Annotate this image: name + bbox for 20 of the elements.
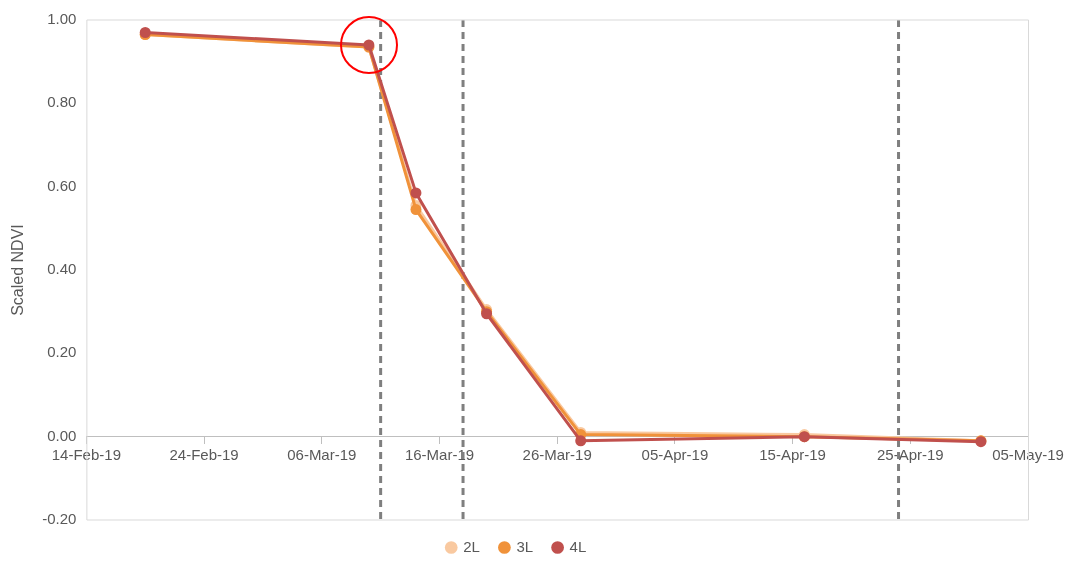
y-axis-title: Scaled NDVI xyxy=(9,224,27,316)
x-tick-label: 26-Mar-19 xyxy=(522,445,592,463)
x-tick-label: 06-Mar-19 xyxy=(287,445,357,463)
x-tick-label: 14-Feb-19 xyxy=(51,445,121,463)
legend-label: 3L xyxy=(516,537,534,555)
y-tick-label: 0.00 xyxy=(47,426,77,444)
y-tick-label: 0.40 xyxy=(47,260,77,278)
y-tick-label: -0.20 xyxy=(42,510,77,528)
legend-label: 4L xyxy=(569,537,587,555)
y-tick-label: 1.00 xyxy=(47,10,77,28)
x-tick-label: 05-Apr-19 xyxy=(641,445,709,463)
x-tick-label: 05-May-19 xyxy=(992,445,1064,463)
x-tick-label: 25-Apr-19 xyxy=(876,445,944,463)
y-tick-label: 0.60 xyxy=(47,176,77,194)
x-tick-label: 15-Apr-19 xyxy=(759,445,826,463)
x-tick-label: 16-Mar-19 xyxy=(404,445,475,463)
x-tick-label: 24-Feb-19 xyxy=(169,445,239,463)
legend-label: 2L xyxy=(463,537,480,555)
y-tick-label: 0.20 xyxy=(47,343,77,361)
y-tick-label: 0.80 xyxy=(47,93,77,111)
